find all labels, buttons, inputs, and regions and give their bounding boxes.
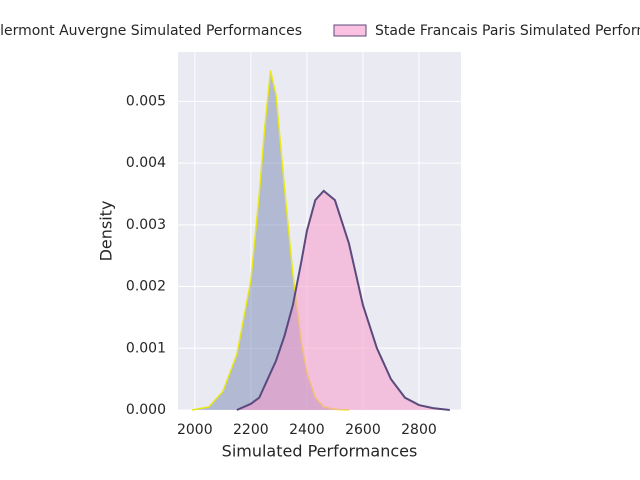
y-tick-label: 0.000 [126, 402, 166, 418]
legend-swatch [333, 24, 367, 37]
y-tick-label: 0.003 [126, 217, 166, 233]
density-line [236, 189, 450, 411]
y-tick-label: 0.005 [126, 93, 166, 109]
density-area [236, 190, 450, 410]
y-tick-label: 0.004 [126, 155, 166, 171]
axes: 2000 2200 2400 2600 2800 0.000 0.001 0.002 0.003… [126, 93, 437, 438]
legend-label: Stade Francais Paris Simulated Performan… [375, 23, 640, 39]
x-tick-label: 2600 [345, 422, 381, 438]
x-tick-label: 2000 [177, 422, 213, 438]
marks [191, 70, 450, 411]
legend: Clermont Auvergne Simulated Performances… [0, 23, 640, 39]
x-tick-label: 2800 [401, 422, 437, 438]
y-tick-label: 0.001 [126, 340, 166, 356]
y-axis-title: Density [97, 201, 116, 262]
x-tick-label: 2400 [289, 422, 325, 438]
x-axis-title: Simulated Performances [222, 442, 418, 461]
y-tick-label: 0.002 [126, 279, 166, 295]
density-area [192, 70, 349, 411]
x-tick-label: 2200 [233, 422, 269, 438]
legend-label: Clermont Auvergne Simulated Performances [0, 23, 302, 39]
